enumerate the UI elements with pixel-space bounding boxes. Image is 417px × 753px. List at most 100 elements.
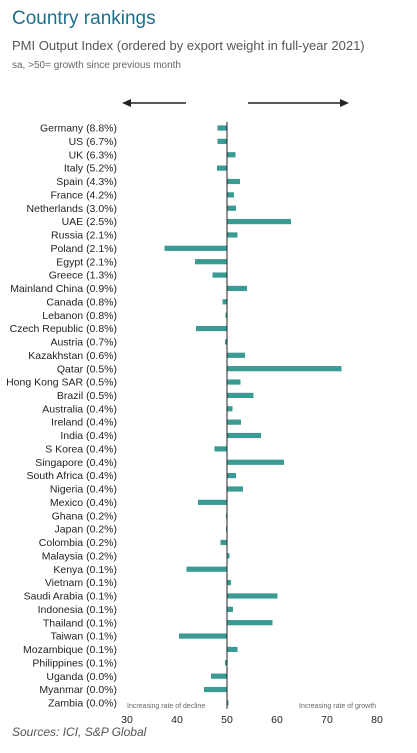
bar-2 — [227, 152, 236, 158]
category-label-19: Hong Kong SAR (0.5%) — [6, 377, 117, 389]
bar-43 — [227, 700, 229, 706]
category-label-38: Taiwan (0.1%) — [50, 631, 117, 643]
category-label-12: Mainland China (0.9%) — [10, 283, 117, 295]
bar-0 — [217, 125, 227, 131]
category-label-15: Czech Republic (0.8%) — [10, 323, 117, 335]
category-label-23: India (0.4%) — [60, 430, 117, 442]
x-tick-label-5: 80 — [371, 714, 383, 726]
category-label-39: Mozambique (0.1%) — [23, 644, 117, 656]
growth-annotation: Increasing rate of growth — [299, 703, 376, 710]
category-label-27: Nigeria (0.4%) — [50, 484, 117, 496]
category-label-9: Poland (2.1%) — [50, 243, 117, 255]
category-label-10: Egypt (2.1%) — [56, 256, 117, 268]
category-label-20: Brazil (0.5%) — [57, 390, 117, 402]
category-label-17: Kazakhstan (0.6%) — [28, 350, 117, 362]
bar-11 — [212, 272, 227, 278]
bar-35 — [227, 593, 278, 599]
bar-17 — [227, 352, 245, 358]
bar-23 — [227, 432, 261, 439]
chart-subtitle: PMI Output Index (ordered by export weig… — [12, 38, 365, 53]
bar-9 — [164, 245, 227, 251]
decline-annotation: Increasing rate of decline — [127, 703, 205, 710]
bar-24 — [214, 446, 227, 452]
bar-20 — [227, 392, 254, 398]
chart-title: Country rankings — [12, 8, 156, 29]
category-label-18: Qatar (0.5%) — [57, 363, 117, 375]
category-label-13: Canada (0.8%) — [46, 296, 117, 308]
bar-25 — [227, 459, 284, 465]
bar-32 — [227, 553, 230, 559]
bar-38 — [179, 633, 227, 639]
category-label-21: Australia (0.4%) — [42, 403, 117, 415]
bar-4 — [227, 178, 240, 185]
category-label-29: Ghana (0.2%) — [52, 510, 117, 522]
category-label-42: Myanmar (0.0%) — [39, 684, 117, 696]
category-label-14: Lebanon (0.8%) — [42, 310, 117, 322]
bars-group — [164, 125, 342, 706]
category-label-22: Ireland (0.4%) — [51, 417, 117, 429]
bar-22 — [227, 419, 241, 425]
category-label-1: US (6.7%) — [69, 136, 117, 148]
category-label-25: Singapore (0.4%) — [35, 457, 117, 469]
category-label-30: Japan (0.2%) — [55, 524, 117, 536]
category-label-8: Russia (2.1%) — [51, 230, 117, 242]
right-arrow-head — [340, 99, 349, 107]
direction-arrows — [122, 99, 349, 107]
category-label-24: S Korea (0.4%) — [45, 443, 117, 455]
category-label-40: Philippines (0.1%) — [32, 657, 117, 669]
bar-10 — [195, 259, 227, 265]
category-label-26: South Africa (0.4%) — [27, 470, 117, 482]
category-label-43: Zambia (0.0%) — [48, 698, 117, 710]
bar-18 — [227, 366, 342, 372]
bar-33 — [186, 566, 227, 572]
x-tick-label-0: 30 — [121, 714, 133, 726]
bar-36 — [227, 606, 233, 612]
x-tick-labels: 30 40 50 60 70 80 — [121, 714, 383, 726]
bar-1 — [217, 138, 227, 144]
category-label-33: Kenya (0.1%) — [53, 564, 117, 576]
category-label-6: Netherlands (3.0%) — [27, 203, 117, 215]
category-labels: Germany (8.8%)US (6.7%)UK (6.3%) Italy (5… — [6, 123, 117, 710]
bar-34 — [227, 579, 231, 586]
bar-13 — [222, 299, 227, 305]
bar-7 — [227, 218, 291, 225]
bar-8 — [227, 232, 238, 238]
category-label-11: Greece (1.3%) — [49, 270, 117, 282]
bar-41 — [211, 673, 227, 679]
bar-19 — [227, 379, 241, 385]
category-label-3: Italy (5.2%) — [64, 163, 117, 175]
category-label-28: Mexico (0.4%) — [50, 497, 117, 509]
category-label-0: Germany (8.8%) — [40, 123, 117, 135]
category-label-2: UK (6.3%) — [69, 149, 117, 161]
category-label-34: Vietnam (0.1%) — [45, 577, 117, 589]
left-arrow-head — [122, 99, 131, 107]
bar-42 — [204, 686, 227, 693]
category-label-37: Thailand (0.1%) — [43, 617, 117, 629]
x-tick-label-4: 70 — [321, 714, 333, 726]
bar-27 — [227, 486, 243, 492]
category-label-31: Colombia (0.2%) — [39, 537, 117, 549]
category-label-32: Malaysia (0.2%) — [42, 550, 117, 562]
bar-31 — [220, 539, 227, 546]
source-note: Sources: ICI, S&P Global — [12, 725, 147, 739]
category-label-41: Uganda (0.0%) — [46, 671, 117, 683]
bar-6 — [227, 205, 236, 211]
bar-3 — [217, 165, 227, 171]
chart-note: sa, >50= growth since previous month — [12, 60, 181, 71]
x-tick-label-2: 50 — [221, 714, 233, 726]
bar-12 — [227, 285, 247, 292]
bar-16 — [225, 339, 227, 345]
bar-15 — [196, 325, 227, 332]
bar-21 — [227, 406, 233, 412]
bar-40 — [225, 660, 227, 666]
category-label-16: Austria (0.7%) — [50, 337, 117, 349]
category-label-7: UAE (2.5%) — [62, 216, 117, 228]
bar-26 — [227, 473, 236, 479]
bar-14 — [225, 312, 227, 318]
bar-37 — [227, 620, 273, 626]
x-tick-label-1: 40 — [171, 714, 183, 726]
x-tick-label-3: 60 — [271, 714, 283, 726]
category-label-4: Spain (4.3%) — [56, 176, 117, 188]
category-label-35: Saudi Arabia (0.1%) — [24, 591, 117, 603]
